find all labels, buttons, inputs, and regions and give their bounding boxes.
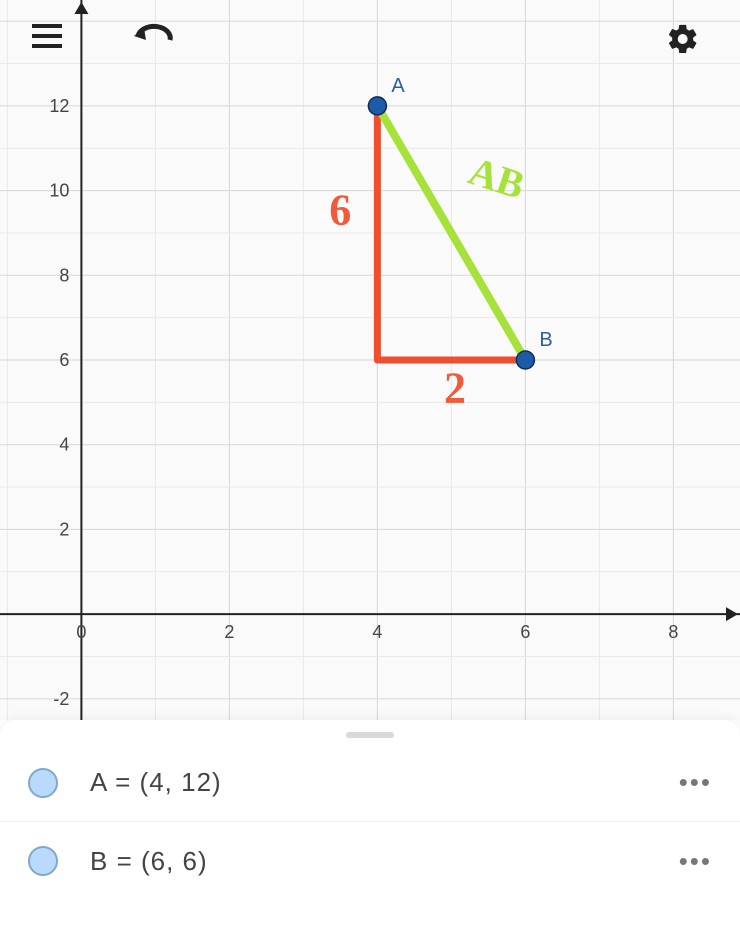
visibility-dot[interactable] xyxy=(28,846,58,876)
row-more-button[interactable]: ••• xyxy=(679,767,712,798)
point-A[interactable] xyxy=(368,97,386,115)
annotation: 2 xyxy=(444,363,466,412)
y-tick-label: 2 xyxy=(59,519,69,539)
y-tick-label: 12 xyxy=(49,96,69,116)
y-tick-label: -2 xyxy=(53,689,69,709)
algebra-rows: A = (4, 12)•••B = (6, 6)••• xyxy=(0,744,740,900)
y-tick-label: 8 xyxy=(59,265,69,285)
graph-area[interactable]: 02468-224681012AB62AB xyxy=(0,0,740,720)
annotation: 6 xyxy=(329,185,351,234)
app-root: 02468-224681012AB62AB A = (4, 12)•••B = … xyxy=(0,0,740,926)
menu-button[interactable] xyxy=(30,22,64,55)
point-B[interactable] xyxy=(516,351,534,369)
x-tick-label: 6 xyxy=(520,622,530,642)
expression[interactable]: A = (4, 12) xyxy=(90,767,679,798)
point-label-B: B xyxy=(539,329,552,351)
panel-drag-handle[interactable] xyxy=(346,732,394,738)
y-tick-label: 6 xyxy=(59,350,69,370)
gear-icon xyxy=(666,22,700,56)
point-label-A: A xyxy=(391,75,405,97)
x-tick-label: 4 xyxy=(372,622,382,642)
x-tick-label: 0 xyxy=(76,622,86,642)
algebra-panel[interactable]: A = (4, 12)•••B = (6, 6)••• xyxy=(0,720,740,926)
algebra-row-B[interactable]: B = (6, 6)••• xyxy=(0,822,740,900)
visibility-dot[interactable] xyxy=(28,768,58,798)
x-tick-label: 8 xyxy=(668,622,678,642)
algebra-row-A[interactable]: A = (4, 12)••• xyxy=(0,744,740,822)
x-tick-label: 2 xyxy=(224,622,234,642)
undo-button[interactable] xyxy=(130,22,174,55)
row-more-button[interactable]: ••• xyxy=(679,846,712,877)
y-tick-label: 4 xyxy=(59,435,69,455)
menu-icon xyxy=(30,22,64,50)
expression[interactable]: B = (6, 6) xyxy=(90,846,679,877)
y-tick-label: 10 xyxy=(49,181,69,201)
graph-svg: 02468-224681012AB62AB xyxy=(0,0,740,720)
undo-icon xyxy=(130,22,174,50)
settings-button[interactable] xyxy=(666,22,700,61)
